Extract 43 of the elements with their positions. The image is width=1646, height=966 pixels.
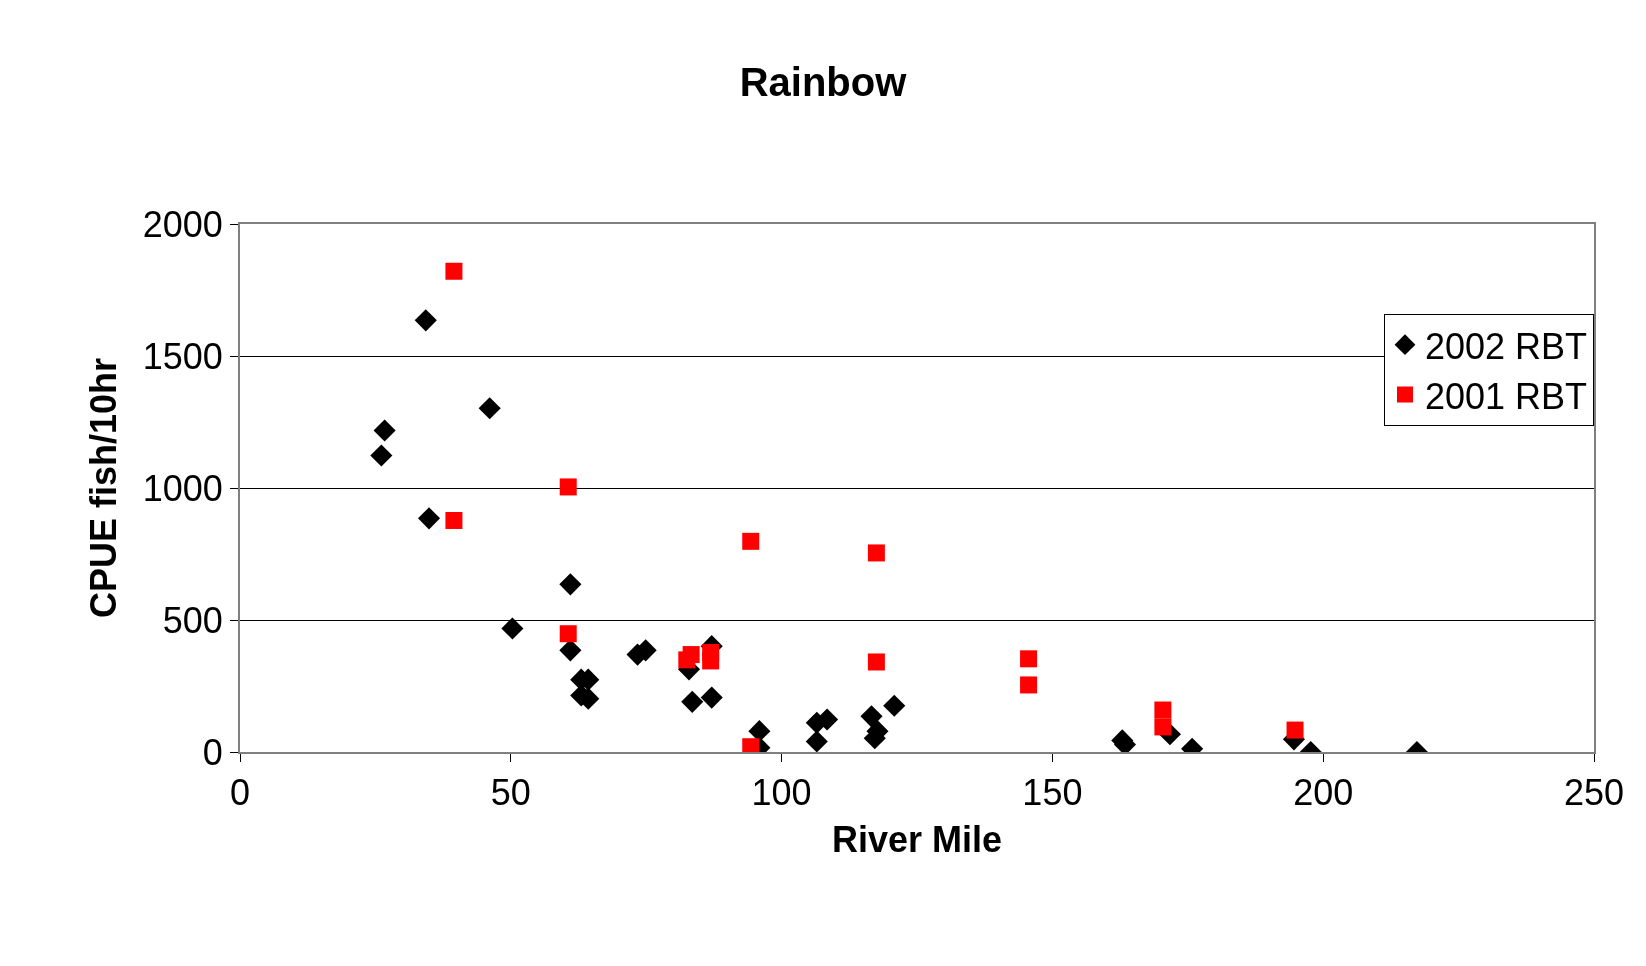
point bbox=[1020, 650, 1038, 668]
point bbox=[700, 686, 723, 709]
point bbox=[867, 544, 885, 562]
point bbox=[559, 639, 582, 662]
point bbox=[742, 532, 760, 550]
point bbox=[805, 730, 828, 752]
y-tick-label: 2000 bbox=[142, 203, 223, 245]
point bbox=[1154, 718, 1172, 736]
point bbox=[682, 646, 700, 664]
point bbox=[559, 625, 577, 643]
point bbox=[501, 617, 524, 640]
point bbox=[445, 511, 463, 529]
x-tick-label: 200 bbox=[1293, 772, 1354, 814]
y-tick-label: 500 bbox=[162, 599, 223, 641]
point bbox=[414, 309, 437, 332]
point bbox=[370, 444, 393, 467]
point bbox=[445, 262, 463, 280]
point bbox=[702, 652, 720, 670]
y-tick-label: 1500 bbox=[142, 335, 223, 377]
y-tick-label: 0 bbox=[202, 731, 223, 773]
point bbox=[883, 694, 906, 717]
legend-label: 2001 RBT bbox=[1425, 375, 1588, 417]
x-tick-label: 150 bbox=[1022, 772, 1083, 814]
x-tick-label: 250 bbox=[1563, 772, 1625, 814]
point bbox=[417, 507, 441, 530]
x-tick-label: 50 bbox=[490, 772, 531, 814]
legend-label: 2002 RBT bbox=[1425, 325, 1588, 367]
point bbox=[1286, 721, 1304, 739]
x-tick-label: 0 bbox=[229, 772, 251, 814]
point bbox=[373, 419, 396, 442]
point bbox=[559, 573, 582, 596]
y-tick-label: 1000 bbox=[142, 467, 223, 509]
x-tick-label: 100 bbox=[751, 772, 812, 814]
point bbox=[478, 397, 501, 420]
point bbox=[1020, 676, 1038, 694]
y-axis-title: CPUE fish/10hr bbox=[83, 357, 125, 619]
point bbox=[559, 478, 577, 496]
x-axis-title: River Mile bbox=[831, 819, 1003, 861]
point bbox=[867, 653, 885, 671]
point bbox=[1154, 701, 1172, 719]
point bbox=[681, 690, 704, 713]
point bbox=[860, 705, 883, 728]
chart-title: Rainbow bbox=[739, 59, 908, 104]
